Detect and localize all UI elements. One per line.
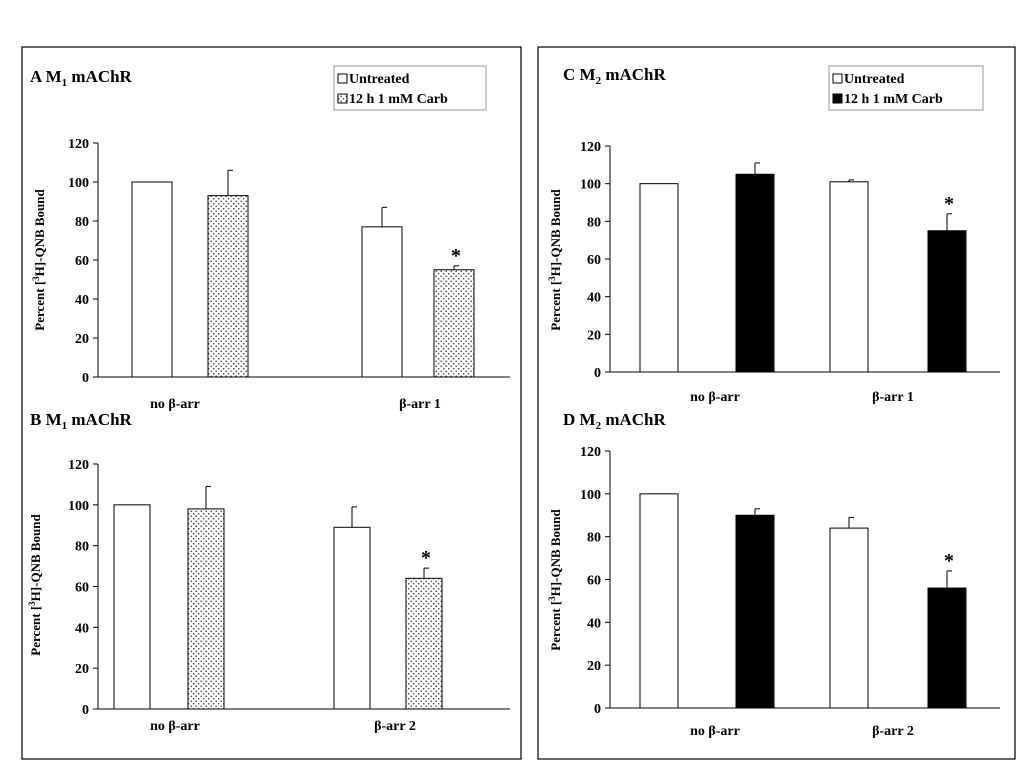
bar-carb — [405, 577, 443, 710]
y-tick-label: 60 — [75, 581, 89, 596]
y-tick-label: 120 — [68, 458, 89, 473]
bar-untreated — [639, 183, 679, 373]
bar-untreated — [333, 526, 371, 710]
y-tick-label: 0 — [594, 366, 601, 381]
bar-untreated — [829, 527, 869, 709]
x-category-label: β-arr 1 — [872, 390, 914, 405]
legend-label: 12 h 1 mM Carb — [349, 92, 448, 107]
y-tick-label: 40 — [587, 291, 601, 306]
bar-untreated — [113, 504, 151, 710]
y-tick-label: 80 — [75, 215, 89, 230]
panel-a: A M1 mAChR 0 20 40 60 80 100 120 Percent [3H]-QN… — [30, 65, 510, 412]
bar-carb — [433, 269, 475, 378]
legend-swatch — [337, 93, 348, 104]
legend-label: Untreated — [349, 72, 410, 87]
bar-carb — [187, 508, 225, 710]
y-tick-label: 20 — [75, 662, 89, 677]
y-tick-label: 0 — [82, 371, 89, 386]
legend-box — [333, 65, 487, 111]
bar-carb — [735, 514, 775, 709]
panel-d: D M2 mAChR 0 20 40 60 80 100 120 Percent [3H]-QN… — [547, 410, 1000, 739]
y-tick-label: 100 — [580, 488, 601, 503]
legend-swatch — [832, 93, 843, 104]
x-category-label: no β-arr — [690, 724, 740, 739]
panel-title: D M2 mAChR — [563, 410, 666, 432]
y-tick-label: 120 — [580, 445, 601, 460]
y-tick-label: 60 — [587, 574, 601, 589]
y-tick-label: 40 — [587, 616, 601, 631]
y-tick-label: 0 — [594, 702, 601, 717]
y-tick-label: 20 — [75, 332, 89, 347]
bar-carb — [207, 195, 249, 378]
y-tick-label: 80 — [587, 215, 601, 230]
y-axis-label: Percent [3H]-QNB Bound — [547, 188, 563, 330]
y-tick-label: 80 — [75, 540, 89, 555]
legend-swatch — [337, 73, 348, 84]
y-tick-label: 40 — [75, 621, 89, 636]
y-tick-label: 60 — [75, 254, 89, 269]
bar-carb — [927, 587, 967, 709]
significance-marker: * — [451, 245, 461, 267]
legend-label: 12 h 1 mM Carb — [844, 92, 943, 107]
bar-carb — [735, 173, 775, 373]
y-axis-label: Percent [3H]-QNB Bound — [27, 513, 43, 655]
right-figure-frame — [537, 46, 1016, 760]
legend-label: Untreated — [844, 72, 905, 87]
significance-marker: * — [944, 193, 954, 215]
left-figure-frame — [21, 46, 522, 760]
panel-title: C M2 mAChR — [563, 65, 666, 87]
x-category-label: β-arr 2 — [872, 724, 914, 739]
y-tick-label: 80 — [587, 531, 601, 546]
y-axis-label: Percent [3H]-QNB Bound — [547, 508, 563, 650]
y-tick-label: 0 — [82, 703, 89, 718]
panel-b: B M1 mAChR 0 20 40 60 80 100 120 Percent [3H]-QN… — [27, 410, 510, 734]
bar-carb — [927, 230, 967, 373]
bar-untreated — [829, 181, 869, 373]
x-category-label: β-arr 1 — [399, 397, 441, 412]
legend-swatch — [832, 73, 843, 84]
significance-marker: * — [421, 547, 431, 569]
panel-c: C M2 mAChR 0 20 40 60 80 100 120 Percent [3H]-QN… — [547, 65, 1000, 405]
y-tick-label: 100 — [68, 176, 89, 191]
y-tick-label: 100 — [68, 499, 89, 514]
y-tick-label: 20 — [587, 328, 601, 343]
y-tick-label: 60 — [587, 253, 601, 268]
bar-untreated — [361, 226, 403, 378]
y-tick-label: 40 — [75, 293, 89, 308]
y-tick-label: 120 — [68, 137, 89, 152]
significance-marker: * — [944, 550, 954, 572]
panel-title: A M1 mAChR — [30, 67, 133, 89]
x-category-label: no β-arr — [150, 719, 200, 734]
y-tick-label: 120 — [580, 140, 601, 155]
y-tick-label: 100 — [580, 178, 601, 193]
x-category-label: β-arr 2 — [374, 719, 416, 734]
x-category-label: no β-arr — [690, 390, 740, 405]
bar-untreated — [639, 493, 679, 709]
y-tick-label: 20 — [587, 659, 601, 674]
legend-box — [828, 65, 984, 111]
panel-title: B M1 mAChR — [30, 410, 133, 432]
bar-untreated — [131, 181, 173, 378]
y-axis-label: Percent [3H]-QNB Bound — [31, 188, 47, 330]
x-category-label: no β-arr — [150, 397, 200, 412]
